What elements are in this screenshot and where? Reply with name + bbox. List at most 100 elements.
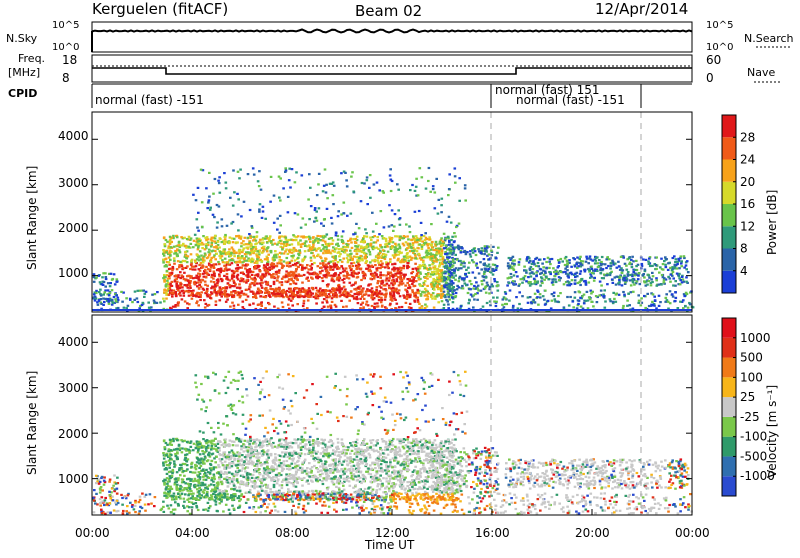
panel-0-cell-2190 [250, 243, 253, 245]
power-plot-background [92, 112, 692, 312]
panel-0-cell-3901 [560, 271, 563, 273]
panel-0-cell-3639 [658, 272, 661, 274]
panel-0-cell-1856 [204, 269, 207, 271]
panel-0-cell-1722 [240, 292, 243, 294]
panel-0-cell-1827 [311, 293, 314, 295]
panel-1-cell-334 [308, 490, 311, 492]
panel-0-cell-4383 [352, 233, 355, 235]
panel-0-cell-4243 [230, 222, 233, 224]
panel-0-cell-935 [173, 263, 176, 265]
panel-0-cell-4414 [307, 198, 310, 200]
panel-0-cell-3220 [376, 306, 379, 308]
panel-0-cell-3417 [445, 245, 448, 247]
panel-0-cell-4412 [335, 232, 338, 234]
panel-0-cell-2034 [384, 296, 387, 298]
panel-0-cell-3695 [630, 284, 633, 286]
panel-1-cell-17 [392, 438, 395, 440]
panel-0-cell-4218 [200, 169, 203, 171]
panel-0-cell-4014 [580, 260, 583, 262]
panel-0-cell-4088 [574, 282, 577, 284]
panel-0-cell-2953 [556, 301, 559, 303]
panel-0-cell-4400 [360, 200, 363, 202]
panel-0-cell-1105 [227, 264, 230, 266]
panel-0-cell-1343 [427, 252, 430, 254]
panel-0-cell-2454 [239, 249, 242, 251]
panel-0-cell-2132 [424, 277, 427, 279]
panel-0-cell-2976 [529, 296, 532, 298]
panel-0-cell-3998 [553, 271, 556, 273]
panel-0-cell-3114 [544, 290, 547, 292]
panel-0-cell-3694 [580, 270, 583, 272]
panel-0-cell-2525 [213, 246, 216, 248]
panel-0-cell-3874 [667, 262, 670, 264]
panel-0-cell-2173 [288, 250, 291, 252]
panel-0-cell-1352 [255, 236, 258, 238]
panel-0-cell-1323 [253, 284, 256, 286]
power-ytick-3000: 3000 [58, 176, 89, 190]
panel-0-cell-1698 [418, 253, 421, 255]
panel-0-cell-1495 [406, 262, 409, 264]
panel-0-cell-3036 [615, 301, 618, 303]
panel-0-cell-2073 [264, 258, 267, 260]
panel-0-cell-4133 [111, 289, 114, 291]
panel-0-cell-3949 [566, 266, 569, 268]
panel-0-cell-1579 [352, 238, 355, 240]
panel-0-cell-1746 [215, 253, 218, 255]
panel-0-cell-88 [415, 280, 418, 282]
panel-0-cell-4299 [414, 190, 417, 192]
panel-0-cell-2345 [252, 251, 255, 253]
panel-0-cell-3719 [627, 275, 630, 277]
panel-0-cell-4073 [587, 262, 590, 264]
panel-0-cell-2507 [331, 279, 334, 281]
panel-0-cell-2358 [187, 246, 190, 248]
panel-0-cell-4012 [542, 266, 545, 268]
panel-0-cell-190 [376, 236, 379, 238]
panel-0-cell-2257 [330, 275, 333, 277]
panel-0-cell-2570 [171, 281, 174, 283]
panel-0-cell-2386 [289, 275, 292, 277]
panel-0-cell-2203 [235, 252, 238, 254]
panel-0-cell-2047 [421, 246, 424, 248]
panel-0-cell-2575 [367, 249, 370, 251]
panel-0-cell-2906 [448, 298, 451, 300]
panel-0-cell-4411 [391, 224, 394, 226]
panel-0-cell-3867 [649, 265, 652, 267]
panel-0-cell-3483 [460, 264, 463, 266]
panel-0-cell-2885 [460, 305, 463, 307]
panel-0-cell-3372 [467, 267, 470, 269]
panel-0-cell-4005 [588, 281, 591, 283]
panel-0-cell-2531 [322, 289, 325, 291]
panel-0-cell-2497 [303, 291, 306, 293]
panel-0-cell-1542 [290, 279, 293, 281]
panel-0-cell-2288 [324, 267, 327, 269]
panel-0-cell-3484 [470, 256, 473, 258]
panel-0-cell-2154 [357, 265, 360, 267]
panel-0-cell-2781 [329, 290, 332, 292]
panel-0-cell-2384 [407, 256, 410, 258]
panel-0-cell-3043 [638, 300, 641, 302]
panel-0-cell-4124 [107, 300, 110, 302]
panel-0-cell-729 [276, 277, 279, 279]
panel-0-cell-3807 [683, 255, 686, 257]
panel-0-cell-3486 [458, 267, 461, 269]
panel-0-cell-2362 [391, 247, 394, 249]
panel-0-cell-3787 [547, 257, 550, 259]
panel-0-cell-2246 [343, 275, 346, 277]
panel-0-cell-2295 [300, 244, 303, 246]
panel-0-cell-1353 [171, 295, 174, 297]
panel-0-cell-3863 [643, 280, 646, 282]
panel-0-cell-2549 [400, 272, 403, 274]
panel-1-cell-492 [426, 453, 429, 455]
panel-0-cell-3146 [141, 304, 144, 306]
panel-0-cell-3091 [569, 296, 572, 298]
panel-1-cell-451 [351, 461, 354, 463]
panel-0-cell-2205 [342, 268, 345, 270]
panel-0-cell-3073 [488, 292, 491, 294]
panel-0-cell-1225 [220, 295, 223, 297]
panel-0-cell-4089 [535, 265, 538, 267]
power-ytick-4000: 4000 [58, 129, 89, 143]
panel-0-cell-4401 [418, 210, 421, 212]
panel-1-cell-99 [287, 488, 290, 490]
panel-0-cell-3241 [209, 297, 212, 299]
panel-1-cell-271 [221, 462, 224, 464]
